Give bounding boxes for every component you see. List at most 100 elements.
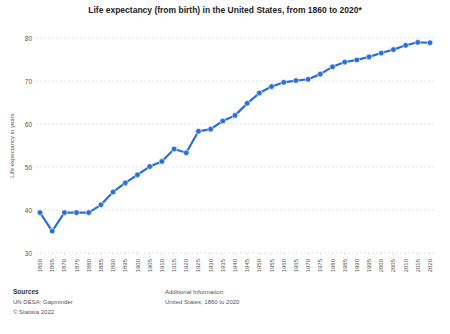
data-point bbox=[62, 210, 68, 216]
x-tick-label: 1965 bbox=[293, 258, 299, 272]
x-tick bbox=[88, 253, 89, 255]
data-point bbox=[183, 150, 189, 156]
copyright: © Statista 2022 bbox=[13, 309, 55, 315]
grid-line bbox=[36, 124, 434, 125]
x-tick-label: 1975 bbox=[317, 258, 323, 272]
x-tick-label: 2015 bbox=[415, 258, 421, 272]
x-tick bbox=[356, 253, 357, 255]
chart: Life expectancy (from birth) in the Unit… bbox=[0, 0, 450, 334]
x-tick-label: 1930 bbox=[208, 258, 214, 272]
x-tick-label: 1935 bbox=[220, 258, 226, 272]
grid-line bbox=[36, 210, 434, 211]
x-tick-label: 1870 bbox=[61, 258, 67, 272]
data-point bbox=[171, 146, 177, 152]
x-tick-label: 1925 bbox=[195, 258, 201, 272]
data-point bbox=[366, 54, 372, 60]
x-tick bbox=[40, 253, 41, 255]
data-point bbox=[269, 84, 275, 90]
x-tick bbox=[210, 253, 211, 255]
x-tick bbox=[259, 253, 260, 255]
x-tick-label: 1905 bbox=[147, 258, 153, 272]
data-point bbox=[330, 64, 336, 70]
x-tick-label: 1940 bbox=[232, 258, 238, 272]
data-point bbox=[257, 90, 263, 96]
x-tick-label: 1880 bbox=[86, 258, 92, 272]
data-point bbox=[342, 59, 348, 65]
x-tick bbox=[161, 253, 162, 255]
data-point bbox=[37, 210, 43, 216]
data-point bbox=[123, 180, 129, 186]
x-tick-label: 1895 bbox=[122, 258, 128, 272]
data-point bbox=[244, 101, 250, 107]
data-point bbox=[196, 129, 202, 135]
info: United States; 1860 to 2020 bbox=[165, 299, 240, 305]
x-tick bbox=[295, 253, 296, 255]
y-tick-label: 60 bbox=[25, 121, 33, 128]
x-tick-label: 2020 bbox=[427, 258, 433, 272]
x-tick-label: 2005 bbox=[390, 258, 396, 272]
x-tick bbox=[235, 253, 236, 255]
x-tick bbox=[332, 253, 333, 255]
x-tick bbox=[222, 253, 223, 255]
x-tick-label: 1860 bbox=[37, 258, 43, 272]
x-tick bbox=[100, 253, 101, 255]
x-tick-label: 1970 bbox=[305, 258, 311, 272]
plot-area bbox=[37, 40, 433, 234]
x-tick bbox=[308, 253, 309, 255]
x-tick-label: 1890 bbox=[110, 258, 116, 272]
x-tick bbox=[186, 253, 187, 255]
sources: UN DESA; Gapminder bbox=[13, 299, 73, 305]
x-tick bbox=[417, 253, 418, 255]
x-tick-label: 1985 bbox=[342, 258, 348, 272]
title: Life expectancy (from birth) in the Unit… bbox=[88, 5, 362, 15]
grid-line bbox=[36, 81, 434, 82]
grid-line bbox=[36, 167, 434, 168]
x-tick-label: 1955 bbox=[269, 258, 275, 272]
x-tick bbox=[271, 253, 272, 255]
x-tick bbox=[52, 253, 53, 255]
data-point bbox=[354, 57, 360, 63]
x-tick bbox=[174, 253, 175, 255]
x-tick bbox=[393, 253, 394, 255]
x-tick bbox=[125, 253, 126, 255]
data-point bbox=[220, 118, 226, 124]
data-point bbox=[147, 164, 153, 170]
data-point bbox=[110, 189, 116, 195]
data-point bbox=[49, 228, 55, 234]
y-axis-label: Life expectancy in years bbox=[9, 113, 15, 177]
x-tick-label: 1960 bbox=[281, 258, 287, 272]
data-point bbox=[159, 159, 165, 165]
x-tick-label: 1865 bbox=[49, 258, 55, 272]
x-tick bbox=[381, 253, 382, 255]
x-tick-label: 2010 bbox=[403, 258, 409, 272]
x-tick-label: 1885 bbox=[98, 258, 104, 272]
data-point bbox=[86, 210, 92, 216]
y-tick-label: 50 bbox=[25, 164, 33, 171]
data-point bbox=[305, 76, 311, 82]
x-tick bbox=[113, 253, 114, 255]
data-point bbox=[74, 210, 80, 216]
y-tick-label: 80 bbox=[25, 35, 33, 42]
y-tick-label: 70 bbox=[25, 78, 33, 85]
data-point bbox=[293, 78, 299, 84]
x-tick bbox=[149, 253, 150, 255]
x-tick-label: 1920 bbox=[183, 258, 189, 272]
y-tick-label: 30 bbox=[25, 250, 33, 257]
x-tick-label: 1915 bbox=[171, 258, 177, 272]
x-tick bbox=[283, 253, 284, 255]
x-tick-label: 1995 bbox=[366, 258, 372, 272]
x-tick bbox=[430, 253, 431, 255]
data-point bbox=[318, 71, 324, 77]
x-tick-label: 2000 bbox=[378, 258, 384, 272]
data-point bbox=[232, 113, 238, 119]
x-tick-label: 1950 bbox=[256, 258, 262, 272]
data-point bbox=[135, 172, 141, 178]
data-point bbox=[391, 47, 397, 53]
x-tick bbox=[64, 253, 65, 255]
grid-line bbox=[36, 38, 434, 39]
data-point bbox=[378, 50, 384, 56]
sources-heading: Sources bbox=[13, 288, 39, 295]
data-point bbox=[98, 202, 104, 208]
x-tick-label: 1875 bbox=[74, 258, 80, 272]
x-tick-label: 1980 bbox=[330, 258, 336, 272]
